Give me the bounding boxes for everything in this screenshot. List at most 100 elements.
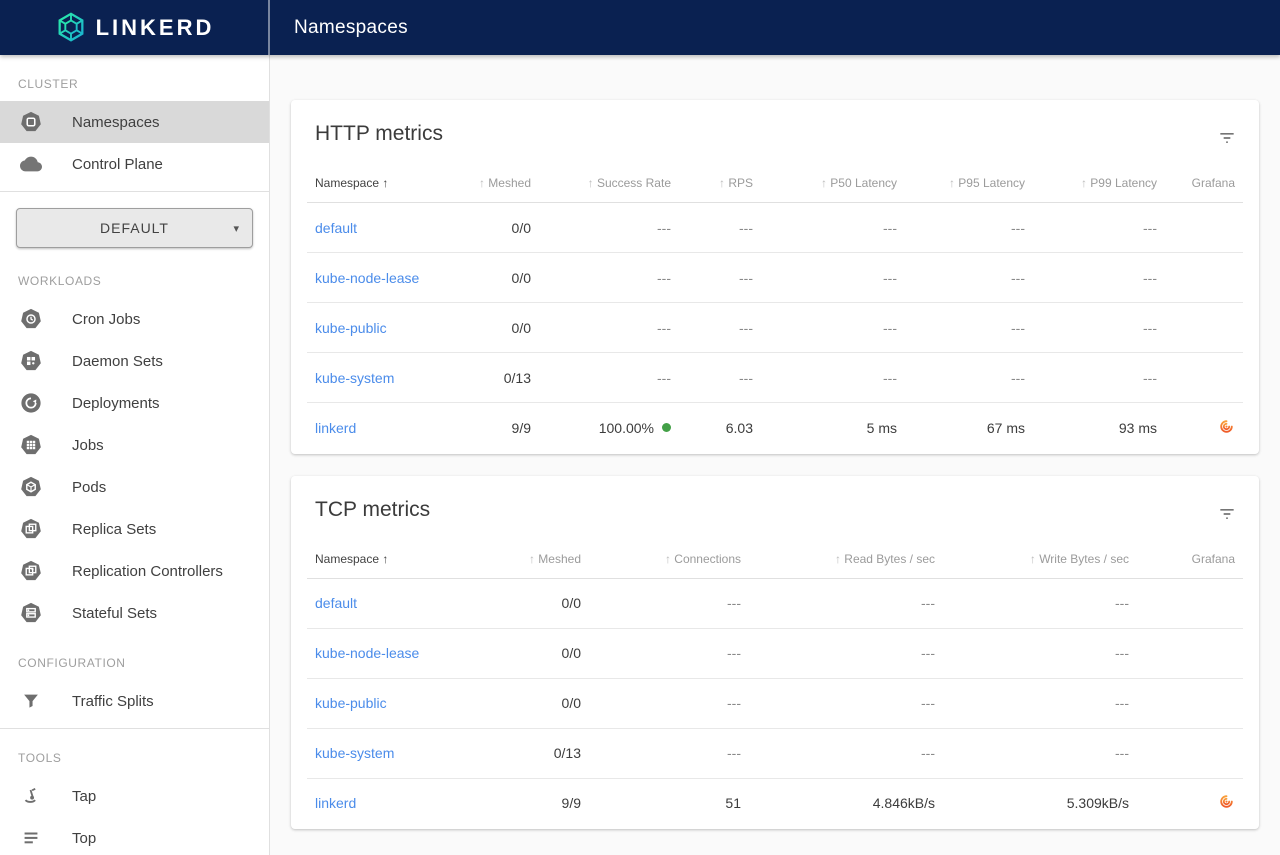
meshed-cell: 0/13 xyxy=(459,352,539,403)
p99-value: --- xyxy=(1143,319,1157,336)
sort-arrow-icon: ↑ xyxy=(718,176,729,190)
grafana-dashboard-link[interactable] xyxy=(1218,418,1235,435)
success_rate-value: --- xyxy=(657,369,671,386)
namespace-cell: kube-system xyxy=(307,352,459,403)
read_bytes-value: --- xyxy=(921,745,935,761)
sort-arrow-icon: ↑ xyxy=(1029,551,1040,566)
column-header-rps[interactable]: ↑ RPS xyxy=(679,172,761,203)
sidebar-item-label: Jobs xyxy=(72,436,104,454)
sidebar-item-replication-controllers[interactable]: Replication Controllers xyxy=(0,550,269,592)
brand-home-link[interactable]: LINKERD xyxy=(0,0,268,55)
sidebar-item-control-plane[interactable]: Control Plane xyxy=(0,143,269,185)
sidebar-item-label: Deployments xyxy=(72,394,160,412)
p99-value: --- xyxy=(1143,219,1157,236)
sidebar-item-jobs[interactable]: Jobs xyxy=(0,424,269,466)
column-label: P99 Latency xyxy=(1090,176,1157,190)
p99-cell: --- xyxy=(1033,352,1165,403)
namespace-link[interactable]: kube-public xyxy=(315,695,387,711)
column-header-p99[interactable]: ↑ P99 Latency xyxy=(1033,172,1165,203)
meshed-value: 9/9 xyxy=(561,795,581,812)
sidebar-item-cron-jobs[interactable]: Cron Jobs xyxy=(0,298,269,340)
sidebar-item-label: Traffic Splits xyxy=(72,692,154,710)
column-header-p50[interactable]: ↑ P50 Latency xyxy=(761,172,905,203)
read_bytes-value: --- xyxy=(921,595,935,611)
column-header-namespace[interactable]: Namespace ↑ xyxy=(307,547,459,579)
sidebar-item-label: Replica Sets xyxy=(72,520,157,538)
p95-value: 67 ms xyxy=(986,419,1025,436)
sidebar-item-top[interactable]: Top xyxy=(0,817,269,855)
namespace-link[interactable]: kube-system xyxy=(315,745,395,761)
namespace-selector[interactable]: DEFAULT ▾ xyxy=(16,208,253,248)
pods-icon xyxy=(20,476,42,498)
grafana-cell xyxy=(1137,678,1243,729)
grafana-cell xyxy=(1137,728,1243,779)
filter-icon[interactable] xyxy=(1213,500,1241,528)
namespace-link[interactable]: default xyxy=(315,595,358,611)
p95-value: --- xyxy=(1011,319,1025,336)
rps-cell: --- xyxy=(679,302,761,353)
column-label: Meshed xyxy=(538,551,581,566)
rps-value: --- xyxy=(739,319,753,336)
column-header-namespace[interactable]: Namespace ↑ xyxy=(307,172,459,203)
namespace-cell: kube-node-lease xyxy=(307,628,459,679)
column-header-write_bytes[interactable]: ↑ Write Bytes / sec xyxy=(943,547,1137,579)
table-row: default 0/0 --- --- --- xyxy=(307,578,1243,629)
sidebar-item-traffic-splits[interactable]: Traffic Splits xyxy=(0,680,269,722)
success_rate-value: 100.00% xyxy=(598,419,654,436)
daemon-sets-icon xyxy=(20,350,42,372)
meshed-cell: 0/0 xyxy=(459,678,589,729)
grafana-cell xyxy=(1165,352,1243,403)
meshed-value: 0/0 xyxy=(511,219,531,236)
sidebar-item-pods[interactable]: Pods xyxy=(0,466,269,508)
filter-icon[interactable] xyxy=(1213,124,1241,152)
sidebar-item-deployments[interactable]: Deployments xyxy=(0,382,269,424)
connections-cell: --- xyxy=(589,678,749,729)
success_rate-cell: --- xyxy=(539,352,679,403)
sidebar-item-namespaces[interactable]: Namespaces xyxy=(0,101,269,143)
column-header-success_rate[interactable]: ↑ Success Rate xyxy=(539,172,679,203)
namespace-link[interactable]: linkerd xyxy=(315,419,357,436)
chevron-down-icon: ▾ xyxy=(233,222,240,235)
tap-icon xyxy=(20,785,42,807)
namespace-link[interactable]: kube-node-lease xyxy=(315,645,420,661)
sort-arrow-icon: ↑ xyxy=(834,551,845,566)
column-header-meshed[interactable]: ↑ Meshed xyxy=(459,547,589,579)
p99-value: 93 ms xyxy=(1118,419,1157,436)
column-header-p95[interactable]: ↑ P95 Latency xyxy=(905,172,1033,203)
namespace-link[interactable]: kube-node-lease xyxy=(315,269,420,286)
connections-value: --- xyxy=(727,595,741,611)
replica-sets-icon xyxy=(20,518,42,540)
column-header-meshed[interactable]: ↑ Meshed xyxy=(459,172,539,203)
column-header-read_bytes[interactable]: ↑ Read Bytes / sec xyxy=(749,547,943,579)
column-header-connections[interactable]: ↑ Connections xyxy=(589,547,749,579)
success_rate-value: --- xyxy=(657,269,671,286)
p50-cell: --- xyxy=(761,352,905,403)
namespace-link[interactable]: default xyxy=(315,219,358,236)
p50-cell: --- xyxy=(761,252,905,303)
success_rate-cell: 100.00% xyxy=(539,403,679,453)
meshed-cell: 0/0 xyxy=(459,628,589,679)
sort-arrow-icon: ↑ xyxy=(528,551,539,566)
connections-value: --- xyxy=(727,745,741,761)
column-label: Namespace xyxy=(315,551,380,566)
p50-cell: --- xyxy=(761,302,905,353)
meshed-cell: 0/0 xyxy=(459,252,539,303)
namespace-cell: linkerd xyxy=(307,403,459,453)
p99-value: --- xyxy=(1143,369,1157,386)
cloud-icon xyxy=(20,153,42,175)
grafana-dashboard-link[interactable] xyxy=(1218,793,1235,810)
sidebar-item-daemon-sets[interactable]: Daemon Sets xyxy=(0,340,269,382)
stateful-sets-icon xyxy=(20,602,42,624)
namespace-link[interactable]: kube-system xyxy=(315,369,395,386)
meshed-cell: 9/9 xyxy=(459,778,589,828)
sidebar-item-stateful-sets[interactable]: Stateful Sets xyxy=(0,592,269,634)
column-label: Namespace xyxy=(315,176,380,190)
success_rate-value: --- xyxy=(657,219,671,236)
meshed-value: 9/9 xyxy=(511,419,531,436)
table-row: kube-public 0/0 --- --- --- xyxy=(307,678,1243,729)
sidebar-item-replica-sets[interactable]: Replica Sets xyxy=(0,508,269,550)
column-header-grafana: Grafana xyxy=(1165,172,1243,203)
sidebar-item-tap[interactable]: Tap xyxy=(0,775,269,817)
namespace-link[interactable]: kube-public xyxy=(315,319,387,336)
namespace-link[interactable]: linkerd xyxy=(315,795,357,812)
